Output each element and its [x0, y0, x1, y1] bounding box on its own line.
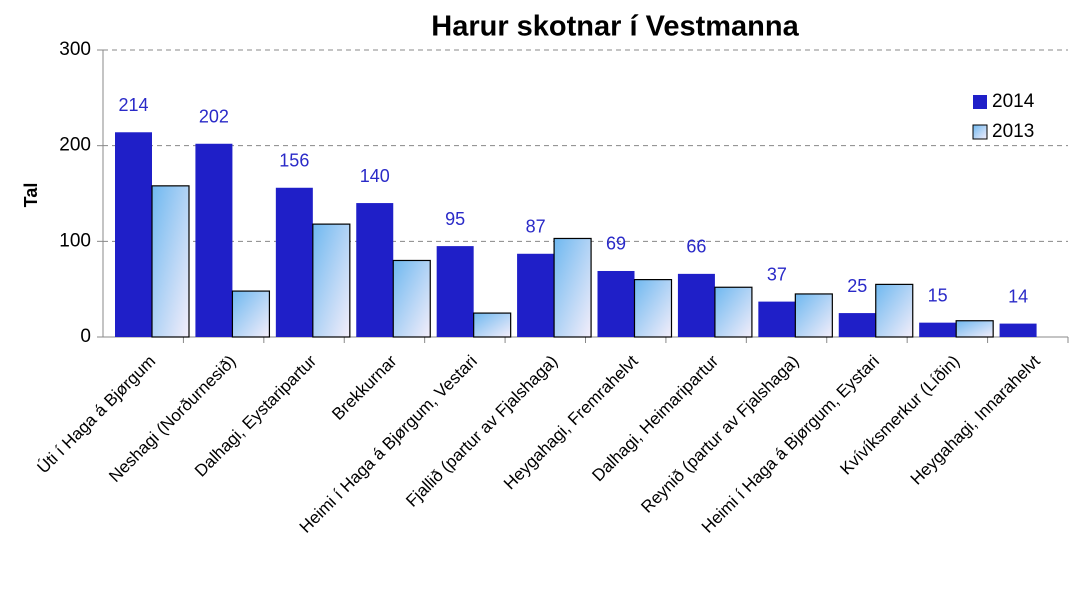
bar — [758, 301, 796, 337]
legend-label: 2013 — [992, 121, 1034, 142]
bar — [633, 279, 673, 338]
bar — [955, 320, 994, 338]
y-tick-label: 300 — [59, 39, 91, 60]
bar — [875, 283, 914, 338]
bar — [356, 203, 394, 337]
bar — [195, 143, 233, 337]
data-label: 87 — [526, 217, 546, 237]
bar — [392, 259, 431, 338]
data-label: 69 — [606, 234, 626, 254]
legend-swatch — [973, 95, 987, 109]
data-label: 95 — [445, 209, 465, 229]
data-label: 140 — [360, 166, 390, 186]
data-label: 15 — [928, 285, 948, 305]
y-tick-label: 100 — [59, 230, 91, 251]
bar — [115, 132, 152, 337]
bar — [473, 312, 512, 338]
legend-label: 2014 — [992, 91, 1035, 112]
bar — [999, 323, 1037, 337]
bar — [553, 237, 592, 338]
legend-swatch — [972, 124, 988, 140]
data-label: 14 — [1008, 286, 1028, 306]
bar — [517, 253, 555, 337]
x-tick-label: Heygahagi, Innarahelvt — [907, 351, 1044, 488]
bar — [677, 273, 715, 337]
bar — [838, 313, 876, 337]
x-tick-label: Brekkurnar — [328, 351, 400, 423]
bar — [231, 290, 271, 338]
bar — [597, 270, 635, 337]
data-label: 156 — [279, 151, 309, 171]
data-label: 25 — [847, 276, 867, 296]
bar — [436, 246, 474, 337]
bar — [919, 322, 957, 337]
bar — [275, 187, 313, 337]
x-tick-label: Heimi í Haga á Bjørgum, Vestari — [296, 352, 481, 537]
y-tick-label: 200 — [59, 135, 91, 156]
data-label: 66 — [686, 237, 706, 257]
x-tick-label: Reynið (partur av Fjalshaga) — [637, 352, 802, 517]
bar — [794, 293, 833, 338]
chart-title: Harur skotnar í Vestmanna — [431, 11, 799, 43]
bar — [714, 286, 753, 338]
data-label: 202 — [199, 107, 229, 127]
bar — [151, 185, 190, 338]
bar — [312, 223, 351, 338]
x-tick-label: Fjallið (partur av Fjalshaga) — [402, 352, 561, 511]
x-tick-label: Heimi í Haga á Bjørgum, Eystari — [698, 352, 883, 537]
data-label: 37 — [767, 264, 787, 284]
data-label: 214 — [118, 95, 148, 115]
x-tick-label: Heygahagi, Fremrahelvt — [500, 351, 642, 493]
y-tick-label: 0 — [80, 326, 91, 347]
y-axis-label: Tal — [21, 183, 41, 208]
